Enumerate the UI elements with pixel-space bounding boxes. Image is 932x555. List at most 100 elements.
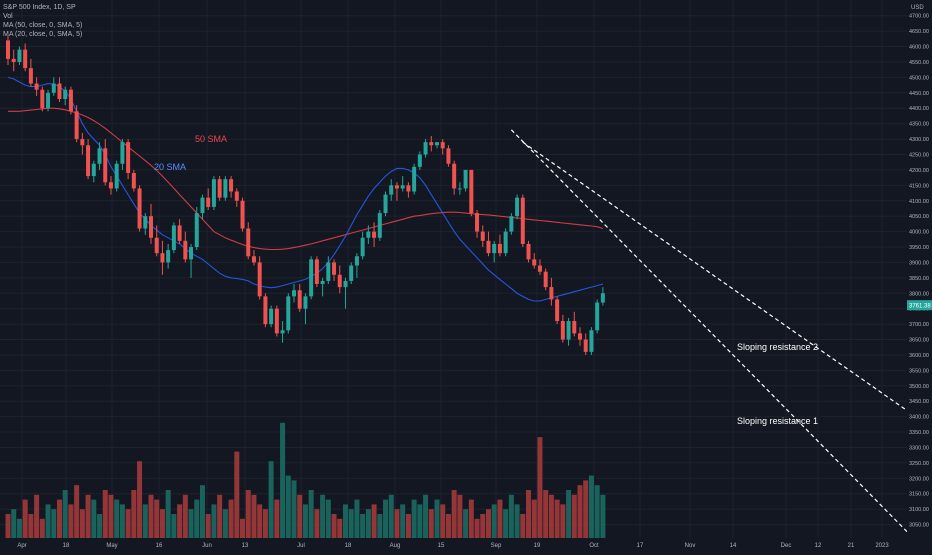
price-tick: 3900.00 bbox=[909, 260, 929, 266]
price-tick: 4550.00 bbox=[909, 60, 929, 66]
volume-bar bbox=[577, 485, 583, 538]
volume-bar bbox=[383, 499, 389, 538]
volume-bar bbox=[159, 509, 165, 538]
candle bbox=[595, 302, 600, 331]
candle bbox=[366, 231, 371, 238]
volume-bar bbox=[114, 499, 120, 538]
candle bbox=[400, 185, 405, 189]
volume-bar bbox=[142, 504, 148, 538]
candle bbox=[314, 259, 319, 285]
candle bbox=[600, 293, 605, 303]
volume-bar bbox=[531, 499, 537, 538]
volume-bar bbox=[342, 504, 348, 538]
candle bbox=[183, 240, 188, 260]
volume-bar bbox=[400, 504, 406, 538]
price-tick: 3850.00 bbox=[909, 276, 929, 282]
price-tick: 3950.00 bbox=[909, 245, 929, 251]
candle bbox=[246, 228, 251, 257]
volume-bar bbox=[154, 499, 160, 538]
volume-bar bbox=[445, 514, 451, 538]
volume-bar bbox=[474, 518, 480, 538]
candle bbox=[6, 40, 10, 59]
volume-bar bbox=[394, 509, 400, 538]
candle bbox=[343, 280, 348, 288]
candle bbox=[57, 83, 62, 99]
candle bbox=[28, 68, 33, 84]
time-tick: 16 bbox=[156, 543, 163, 549]
volume-bar bbox=[588, 475, 594, 538]
candle bbox=[354, 256, 359, 266]
candle bbox=[269, 308, 274, 325]
candle bbox=[578, 333, 582, 340]
volume-bar bbox=[262, 509, 268, 538]
candle bbox=[497, 243, 502, 254]
time-tick: Oct bbox=[589, 543, 599, 549]
candle bbox=[509, 216, 514, 232]
volume-bar bbox=[79, 509, 85, 538]
volume-bar bbox=[34, 494, 40, 538]
candle bbox=[412, 166, 417, 192]
volume-bar bbox=[537, 437, 543, 538]
volume-bar bbox=[16, 518, 22, 538]
candle bbox=[251, 256, 256, 263]
candle bbox=[337, 274, 342, 288]
volume-bar bbox=[348, 509, 354, 538]
candle bbox=[40, 89, 45, 109]
price-tick: 3600.00 bbox=[909, 353, 929, 359]
candle bbox=[263, 296, 268, 325]
volume-bar bbox=[234, 451, 240, 538]
candle bbox=[206, 197, 211, 207]
candle bbox=[74, 111, 79, 140]
volume-bar bbox=[199, 485, 205, 538]
volume-bar bbox=[417, 504, 423, 538]
candle bbox=[555, 299, 560, 322]
volume-bar bbox=[240, 518, 246, 538]
candle bbox=[11, 58, 16, 62]
sma50-line bbox=[8, 107, 604, 251]
volume-bar bbox=[566, 490, 572, 538]
volume-bar bbox=[222, 509, 228, 538]
candle bbox=[280, 330, 285, 334]
volume-bar bbox=[125, 509, 131, 538]
time-tick: 12 bbox=[815, 543, 822, 549]
volume-bar bbox=[520, 514, 526, 538]
candle bbox=[480, 231, 485, 241]
candle bbox=[97, 148, 102, 164]
chart-legend: S&P 500 Index, 1D, SP Vol MA (50, close,… bbox=[3, 3, 82, 39]
volume-bar bbox=[314, 509, 320, 538]
time-tick: Jul bbox=[297, 543, 305, 549]
volume-bar bbox=[188, 509, 194, 538]
volume-bar bbox=[308, 490, 314, 538]
volume-bar bbox=[457, 494, 463, 538]
candle bbox=[257, 262, 262, 297]
candle bbox=[389, 185, 394, 195]
candle bbox=[240, 200, 245, 229]
volume-bar bbox=[514, 504, 520, 538]
candle bbox=[120, 142, 125, 164]
price-tick: 4400.00 bbox=[909, 106, 929, 112]
candle bbox=[309, 259, 314, 297]
volume-bar bbox=[423, 494, 429, 538]
candle bbox=[377, 213, 382, 238]
candle bbox=[566, 321, 571, 340]
candle bbox=[137, 188, 142, 229]
candle bbox=[274, 308, 279, 334]
price-tick: 3350.00 bbox=[909, 430, 929, 436]
time-tick: 17 bbox=[637, 543, 644, 549]
candle bbox=[520, 197, 525, 244]
candle bbox=[177, 225, 182, 241]
volume-bar bbox=[5, 514, 11, 538]
volume-bar bbox=[388, 494, 394, 538]
time-tick: 19 bbox=[534, 543, 541, 549]
price-tick: 3300.00 bbox=[909, 445, 929, 451]
volume-bar bbox=[194, 499, 200, 538]
candle bbox=[469, 169, 474, 214]
sloping-resistance-1-line[interactable] bbox=[510, 129, 921, 546]
volume-bar bbox=[85, 494, 91, 538]
volume-bar bbox=[131, 490, 137, 538]
price-tick: 4500.00 bbox=[909, 75, 929, 81]
candle bbox=[446, 148, 451, 164]
time-tick: 14 bbox=[730, 543, 737, 549]
